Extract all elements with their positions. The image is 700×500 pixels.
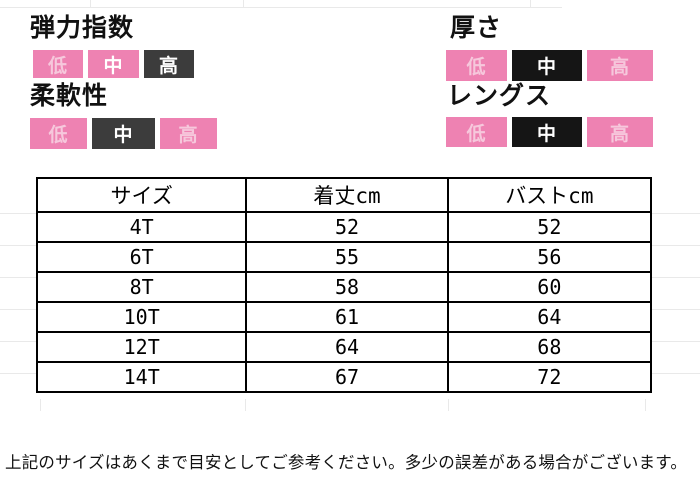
header-cell-length: 着丈cm: [245, 177, 449, 213]
level-high-cell: 高: [160, 118, 217, 149]
level-mid-cell: 中: [88, 50, 139, 78]
level-mid-cell: 中: [512, 50, 582, 81]
gridline: [530, 0, 531, 7]
table-row: 6T 55 56: [35, 241, 653, 273]
gridline: [448, 399, 449, 411]
length-cell: 67: [245, 361, 449, 393]
indicator-label-thickness: 厚さ: [450, 14, 503, 42]
table-row: 4T 52 52: [35, 211, 653, 243]
gridline: [40, 399, 41, 411]
bust-cell: 52: [446, 211, 653, 243]
bust-cell: 56: [446, 241, 653, 273]
header-cell-bust: バストcm: [446, 177, 653, 213]
gridline: [243, 0, 244, 7]
table-row: 8T 58 60: [35, 271, 653, 303]
table-row: 12T 64 68: [35, 331, 653, 363]
level-high-cell: 高: [587, 117, 653, 147]
bust-cell: 72: [446, 361, 653, 393]
disclaimer-note: 上記のサイズはあくまで目安としてご参考ください。多少の誤差がある場合がございます…: [5, 454, 688, 472]
level-low-cell: 低: [30, 118, 87, 149]
bust-cell: 68: [446, 331, 653, 363]
indicator-levels-thickness: 低 中 高: [446, 50, 653, 81]
level-low-cell: 低: [446, 117, 507, 147]
gridline: [645, 399, 646, 411]
level-low-cell: 低: [33, 50, 83, 78]
size-cell: 12T: [35, 331, 248, 363]
size-cell: 10T: [35, 301, 248, 333]
bust-cell: 64: [446, 301, 653, 333]
header-cell-size: サイズ: [35, 177, 248, 213]
level-high-cell: 高: [587, 50, 653, 81]
level-mid-cell: 中: [512, 117, 582, 147]
indicator-label-elasticity: 弾力指数: [30, 14, 135, 42]
indicator-label-length: レングス: [447, 82, 552, 110]
level-low-cell: 低: [446, 50, 507, 81]
size-cell: 14T: [35, 361, 248, 393]
table-row: 14T 67 72: [35, 361, 653, 393]
gridline: [245, 399, 246, 411]
level-high-cell: 高: [144, 50, 194, 78]
length-cell: 64: [245, 331, 449, 363]
length-cell: 58: [245, 271, 449, 303]
length-cell: 52: [245, 211, 449, 243]
size-cell: 8T: [35, 271, 248, 303]
indicator-levels-elasticity: 低 中 高: [33, 50, 194, 78]
table-row: 10T 61 64: [35, 301, 653, 333]
gridline: [0, 7, 562, 8]
size-cell: 6T: [35, 241, 248, 273]
size-table: サイズ 着丈cm バストcm 4T 52 52 6T 55 56 8T 58 6…: [35, 177, 653, 393]
level-mid-cell: 中: [92, 118, 155, 149]
size-cell: 4T: [35, 211, 248, 243]
indicator-levels-length: 低 中 高: [446, 117, 653, 147]
length-cell: 55: [245, 241, 449, 273]
length-cell: 61: [245, 301, 449, 333]
table-header-row: サイズ 着丈cm バストcm: [35, 177, 653, 213]
gridline: [90, 0, 91, 7]
indicator-levels-softness: 低 中 高: [30, 118, 217, 149]
indicator-label-softness: 柔軟性: [30, 82, 109, 110]
bust-cell: 60: [446, 271, 653, 303]
